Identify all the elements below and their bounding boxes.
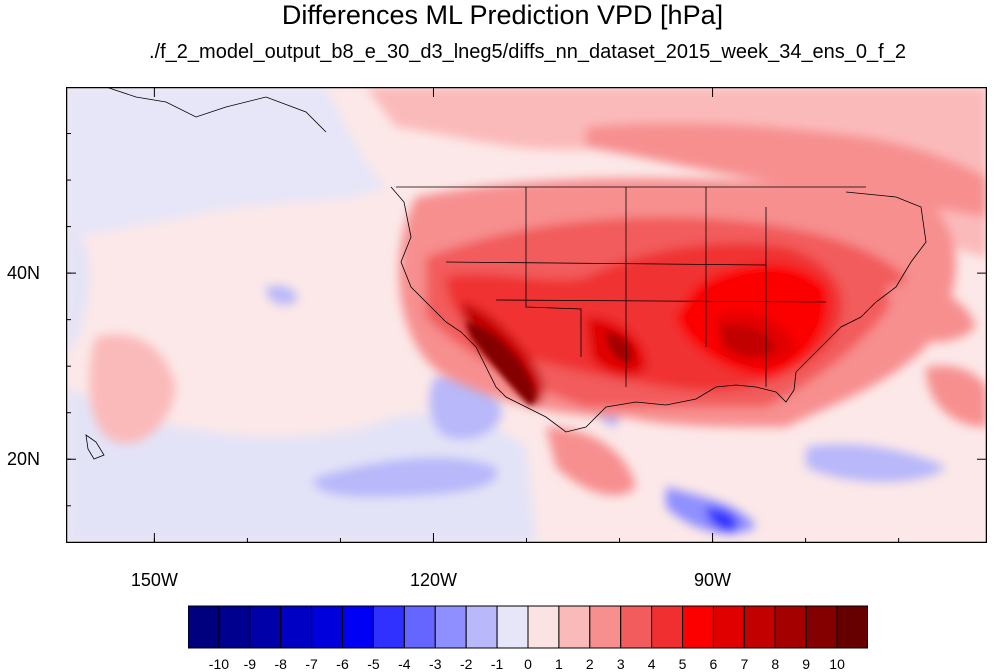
colorbar-swatch xyxy=(682,605,714,649)
colorbar-swatch xyxy=(774,605,807,649)
colorbar-label: 3 xyxy=(616,656,625,672)
plot-subtitle: ./f_2_model_output_b8_e_30_d3_lneg5/diff… xyxy=(149,41,906,63)
map-frame xyxy=(66,87,987,543)
colorbar-label: 7 xyxy=(740,656,749,672)
coastlines xyxy=(85,87,927,460)
colorbar-swatch xyxy=(805,605,838,649)
difference-field xyxy=(66,87,987,543)
colorbar-label: -8 xyxy=(274,656,287,672)
positive-region xyxy=(89,87,987,496)
colorbar xyxy=(188,605,868,649)
colorbar-label: 10 xyxy=(829,656,845,672)
lon-label: 90W xyxy=(694,570,732,590)
colorbar-label: 0 xyxy=(524,656,532,672)
colorbar-label: 5 xyxy=(678,656,687,672)
colorbar-label: -3 xyxy=(429,656,442,672)
colorbar-swatch xyxy=(372,605,405,649)
colorbar-label: -7 xyxy=(305,656,318,672)
colorbar-label: -5 xyxy=(367,656,380,672)
colorbar-swatch xyxy=(558,605,591,649)
plot-title: Differences ML Prediction VPD [hPa] xyxy=(281,0,724,30)
lat-label: 40N xyxy=(6,263,40,284)
colorbar-swatch xyxy=(188,605,220,649)
lat-label: 20N xyxy=(6,449,40,470)
colorbar-swatch xyxy=(651,605,684,649)
colorbar-swatch xyxy=(218,605,251,649)
colorbar-swatch xyxy=(496,605,529,649)
colorbar-label: 1 xyxy=(555,656,563,672)
colorbar-label: -4 xyxy=(398,656,411,672)
colorbar-swatch xyxy=(712,605,745,649)
colorbar-swatch xyxy=(465,605,498,649)
colorbar-swatch xyxy=(342,605,374,649)
colorbar-label: -6 xyxy=(336,656,349,672)
colorbar-swatch xyxy=(249,605,282,649)
colorbar-swatch xyxy=(836,605,868,649)
colorbar-label: 6 xyxy=(709,656,718,672)
colorbar-label: -10 xyxy=(208,656,230,672)
lon-label: 120W xyxy=(409,570,457,590)
colorbar-swatch xyxy=(743,605,776,649)
colorbar-swatch xyxy=(620,605,653,649)
colorbar-label: 8 xyxy=(771,656,780,672)
colorbar-label: -9 xyxy=(243,656,257,672)
colorbar-swatch xyxy=(527,605,560,649)
lon-label: 150W xyxy=(130,570,178,590)
colorbar-label: 2 xyxy=(585,656,594,672)
map-panel xyxy=(66,87,987,543)
colorbar-swatch xyxy=(434,605,467,649)
colorbar-swatch xyxy=(280,605,313,649)
colorbar-label: -1 xyxy=(490,656,504,672)
colorbar-label: 9 xyxy=(802,656,811,672)
colorbar-swatch xyxy=(311,605,344,649)
colorbar-swatch xyxy=(403,605,436,649)
colorbar-label: 4 xyxy=(647,656,656,672)
colorbar-label: -2 xyxy=(459,656,473,672)
colorbar-swatch xyxy=(589,605,622,649)
